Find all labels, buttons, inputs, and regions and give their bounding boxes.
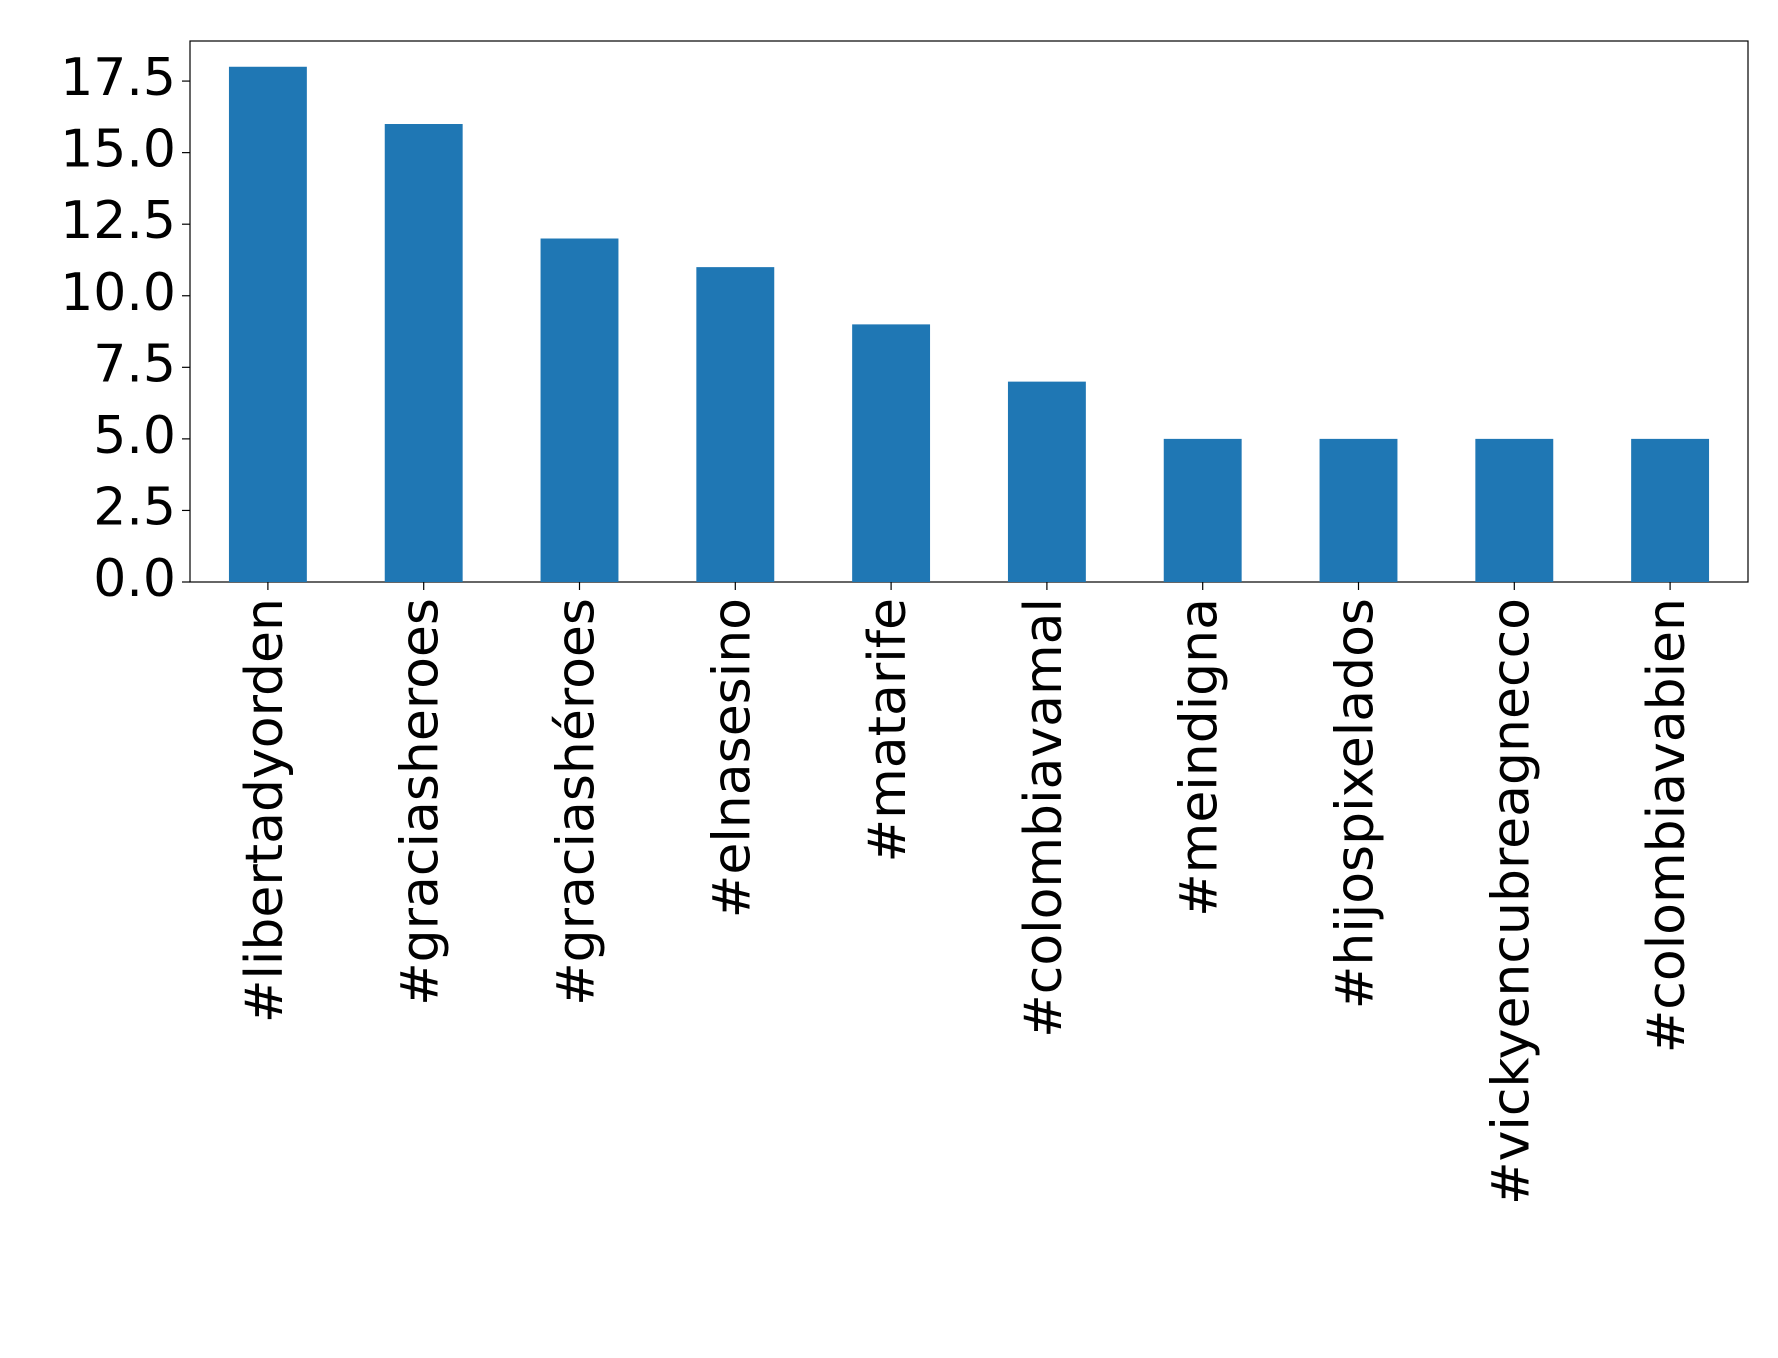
- bar: [1007, 381, 1086, 582]
- bar: [228, 66, 307, 582]
- bar: [1319, 438, 1398, 582]
- y-tick-label: 5.0: [93, 406, 176, 466]
- bar: [1163, 438, 1242, 582]
- x-tick-label: #elnasesino: [702, 598, 762, 918]
- y-tick-label: 2.5: [93, 477, 176, 537]
- y-tick-label: 15.0: [60, 120, 176, 180]
- x-tick-label: #vickyencubreagnecco: [1481, 598, 1541, 1205]
- y-tick-label: 10.0: [60, 263, 176, 323]
- x-tick-label: #graciasheroes: [391, 598, 451, 1006]
- y-tick-label: 17.5: [60, 48, 176, 108]
- x-tick-label: #colombiavabien: [1637, 598, 1697, 1053]
- x-tick-label: #colombiavamal: [1014, 598, 1074, 1038]
- bar: [540, 238, 619, 582]
- bar: [1631, 438, 1710, 582]
- bar: [384, 124, 463, 582]
- x-tick-label: #meindigna: [1170, 598, 1230, 917]
- y-tick-label: 0.0: [93, 549, 176, 609]
- x-tick-label: #hijospixelados: [1326, 598, 1386, 1009]
- plot-frame: [189, 40, 1749, 583]
- bar: [852, 324, 931, 582]
- x-tick-label: #matarife: [858, 598, 918, 862]
- x-tick-label: #libertadyorden: [235, 598, 295, 1023]
- x-tick-label: #graciashéroes: [547, 598, 607, 1006]
- y-tick-label: 12.5: [60, 191, 176, 251]
- bar: [1475, 438, 1554, 582]
- y-tick-label: 7.5: [93, 334, 176, 394]
- bar: [696, 267, 775, 582]
